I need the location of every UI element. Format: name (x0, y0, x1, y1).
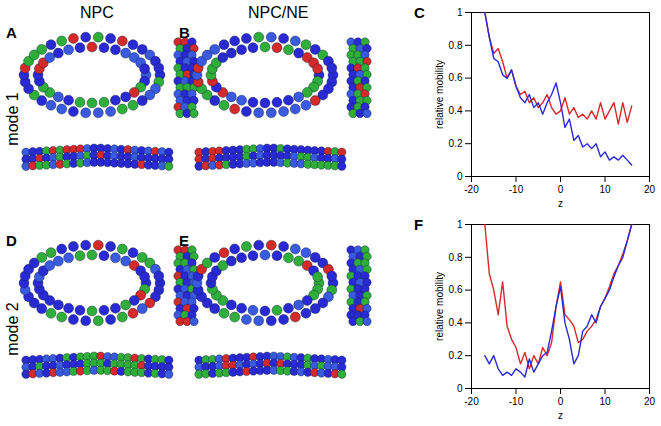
svg-text:z: z (558, 410, 563, 421)
html-text:E: E (179, 232, 189, 249)
html-text:mode 1: mode 1 (3, 92, 21, 146)
svg-text:10: 10 (599, 184, 611, 195)
html-text:C: C (414, 4, 425, 21)
html-text:NPC: NPC (80, 4, 114, 21)
svg-text:1: 1 (457, 219, 463, 230)
svg-text:-20: -20 (464, 396, 479, 407)
svg-text:-20: -20 (464, 184, 479, 195)
svg-text:0: 0 (457, 171, 463, 182)
html-text:F: F (414, 216, 424, 233)
svg-text:z: z (558, 198, 563, 209)
svg-text:20: 20 (644, 184, 656, 195)
html-text:mode 2: mode 2 (3, 302, 21, 356)
html-text:A: A (6, 24, 17, 41)
svg-text:20: 20 (644, 396, 656, 407)
svg-text:relative mobility: relative mobility (434, 60, 445, 129)
svg-text:1: 1 (457, 7, 463, 18)
html-text:NPC/NE: NPC/NE (248, 4, 309, 21)
svg-text:0.2: 0.2 (449, 350, 463, 361)
svg-text:0: 0 (558, 184, 564, 195)
html-text:D: D (6, 232, 17, 249)
svg-text:relative mobility: relative mobility (434, 272, 445, 341)
svg-text:0.6: 0.6 (449, 72, 463, 83)
html-text:B: B (179, 24, 190, 41)
svg-text:0.4: 0.4 (449, 105, 463, 116)
svg-text:10: 10 (599, 396, 611, 407)
svg-text:0.8: 0.8 (449, 40, 463, 51)
svg-text:0.8: 0.8 (449, 252, 463, 263)
svg-text:0.2: 0.2 (449, 138, 463, 149)
svg-text:-10: -10 (509, 184, 524, 195)
svg-text:0.6: 0.6 (449, 284, 463, 295)
svg-text:-10: -10 (509, 396, 524, 407)
svg-text:0.4: 0.4 (449, 317, 463, 328)
svg-text:0: 0 (558, 396, 564, 407)
svg-text:0: 0 (457, 383, 463, 394)
